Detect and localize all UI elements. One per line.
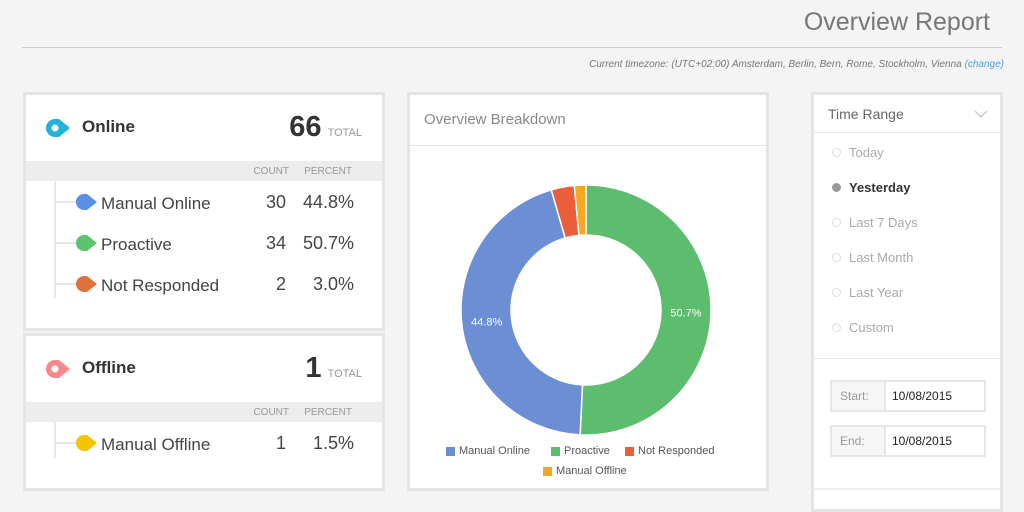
time-range-title: Time Range bbox=[828, 106, 904, 122]
time-range-option[interactable]: Today bbox=[814, 135, 1000, 170]
option-label: Today bbox=[849, 145, 884, 160]
page-title: Overview Report bbox=[803, 8, 990, 36]
legend-label: Proactive bbox=[564, 445, 610, 457]
radio-icon[interactable] bbox=[832, 288, 841, 297]
status-row: Proactive 34 50.7% bbox=[26, 222, 382, 263]
legend-item[interactable]: Manual Online bbox=[446, 445, 530, 457]
option-label: Last 7 Days bbox=[849, 215, 918, 230]
offline-total-value: 1 bbox=[305, 352, 322, 384]
time-range-option[interactable]: Custom bbox=[814, 310, 1000, 345]
row-count: 34 bbox=[265, 233, 286, 253]
divider bbox=[410, 145, 766, 146]
tree-branch bbox=[54, 283, 76, 285]
status-pin-icon bbox=[76, 435, 98, 456]
end-date-input[interactable]: 10/08/2015 bbox=[892, 434, 953, 448]
row-percent: 50.7% bbox=[302, 233, 354, 253]
status-row: Manual Online 30 44.8% bbox=[26, 181, 382, 222]
donut-slice-manual-offline[interactable] bbox=[573, 184, 587, 237]
time-range-panel: Time Range Today Yesterday Last 7 Days Last… bbox=[811, 92, 1003, 512]
legend-label: Not Responded bbox=[638, 445, 715, 457]
row-count: 1 bbox=[275, 433, 286, 453]
option-label: Custom bbox=[849, 320, 894, 335]
row-count: 2 bbox=[275, 274, 286, 294]
count-header: COUNT bbox=[253, 166, 289, 177]
radio-icon[interactable] bbox=[832, 148, 841, 157]
tree-line bbox=[54, 422, 56, 458]
donut-chart: 50.7% 44.8% bbox=[460, 184, 712, 436]
radio-icon[interactable] bbox=[832, 183, 841, 192]
total-label: TOTAL bbox=[327, 368, 362, 380]
time-range-option[interactable]: Yesterday bbox=[814, 170, 1000, 205]
option-label: Last Month bbox=[849, 250, 914, 265]
online-total-value: 66 bbox=[289, 111, 322, 143]
row-percent: 3.0% bbox=[312, 274, 354, 294]
divider bbox=[22, 47, 1002, 48]
timezone-text: Current timezone: (UTC+02:00) Amsterdam,… bbox=[589, 59, 1004, 70]
tree-branch bbox=[54, 201, 76, 203]
donut-slice-manual-online[interactable] bbox=[460, 188, 584, 436]
offline-label: Offline bbox=[82, 358, 136, 377]
status-row: Not Responded 2 3.0% bbox=[26, 263, 382, 304]
tree-line bbox=[54, 181, 56, 298]
radio-icon[interactable] bbox=[832, 218, 841, 227]
chevron-down-icon[interactable] bbox=[974, 110, 988, 118]
offline-total: 1 TOTAL bbox=[305, 352, 362, 385]
legend-item[interactable]: Proactive bbox=[551, 445, 610, 457]
overview-breakdown-card: Overview Breakdown 50.7% 44.8% Manual Onl… bbox=[407, 92, 769, 491]
offline-status-icon bbox=[46, 360, 70, 378]
total-label: TOTAL bbox=[327, 127, 362, 139]
status-pin-icon bbox=[76, 194, 98, 215]
tree-branch bbox=[54, 242, 76, 244]
offline-card: Offline 1 TOTAL COUNT PERCENT Manual Offli… bbox=[23, 333, 385, 491]
percent-header: PERCENT bbox=[304, 407, 352, 418]
data-label: 50.7% bbox=[670, 307, 701, 319]
row-label: Not Responded bbox=[101, 276, 220, 295]
radio-icon[interactable] bbox=[832, 253, 841, 262]
timezone-label: Current timezone: (UTC+02:00) Amsterdam,… bbox=[589, 59, 962, 70]
donut-slice-proactive[interactable] bbox=[579, 184, 712, 436]
divider bbox=[814, 488, 1000, 490]
start-date-field[interactable]: Start: 10/08/2015 bbox=[830, 380, 986, 412]
online-label: Online bbox=[82, 117, 135, 136]
row-label: Manual Online bbox=[101, 194, 211, 213]
row-count: 30 bbox=[265, 192, 286, 212]
time-range-option[interactable]: Last Month bbox=[814, 240, 1000, 275]
data-label: 44.8% bbox=[471, 317, 502, 329]
status-pin-icon bbox=[76, 235, 98, 256]
online-card: Online 66 TOTAL COUNT PERCENT Manual Onlin… bbox=[23, 92, 385, 331]
time-range-option[interactable]: Last Year bbox=[814, 275, 1000, 310]
legend-label: Manual Online bbox=[459, 445, 530, 457]
percent-header: PERCENT bbox=[304, 166, 352, 177]
start-label: Start: bbox=[832, 382, 886, 410]
breakdown-title: Overview Breakdown bbox=[424, 111, 566, 128]
option-label: Last Year bbox=[849, 285, 904, 300]
status-row: Manual Offline 1 1.5% bbox=[26, 422, 382, 463]
time-range-option[interactable]: Last 7 Days bbox=[814, 205, 1000, 240]
online-status-icon bbox=[46, 119, 70, 137]
radio-icon[interactable] bbox=[832, 323, 841, 332]
legend-item[interactable]: Not Responded bbox=[625, 445, 714, 457]
online-total: 66 TOTAL bbox=[289, 111, 362, 144]
row-label: Manual Offline bbox=[101, 435, 211, 454]
start-date-input[interactable]: 10/08/2015 bbox=[892, 389, 953, 403]
tree-branch bbox=[54, 442, 76, 444]
end-label: End: bbox=[832, 427, 886, 455]
change-timezone-link[interactable]: (change) bbox=[964, 59, 1004, 70]
row-percent: 1.5% bbox=[312, 433, 354, 453]
legend-item[interactable]: Manual Offline bbox=[543, 465, 627, 477]
option-label: Yesterday bbox=[849, 180, 911, 195]
row-percent: 44.8% bbox=[302, 192, 354, 212]
time-range-header[interactable]: Time Range bbox=[814, 95, 1000, 133]
legend-label: Manual Offline bbox=[556, 465, 627, 477]
status-pin-icon bbox=[76, 276, 98, 297]
count-header: COUNT bbox=[253, 407, 289, 418]
row-label: Proactive bbox=[101, 235, 172, 254]
end-date-field[interactable]: End: 10/08/2015 bbox=[830, 425, 986, 457]
